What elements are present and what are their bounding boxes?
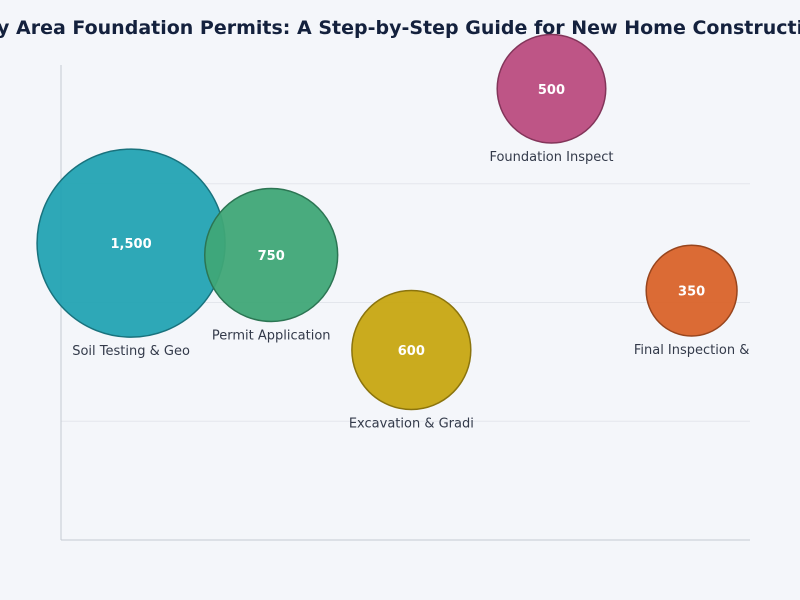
bubble xyxy=(351,289,472,411)
chart-title: Bay Area Foundation Permits: A Step-by-S… xyxy=(0,17,800,39)
bubble-category-label: Permit Application xyxy=(212,328,331,343)
bubble xyxy=(203,187,339,323)
bubble-value-label: 350 xyxy=(678,285,705,300)
bubble xyxy=(496,33,607,144)
bubble xyxy=(645,244,738,337)
bubble-category-label: Foundation Inspect xyxy=(489,150,613,165)
bubble-value-label: 1,500 xyxy=(111,237,152,252)
bubble-value-label: 500 xyxy=(538,83,565,98)
bubble-category-label: Final Inspection & xyxy=(634,343,750,358)
bubble-value-label: 600 xyxy=(398,344,425,359)
bubbles: 1,500 Soil Testing & Geo 750 Permit Applica… xyxy=(36,33,750,431)
bubble-category-label: Soil Testing & Geo xyxy=(72,344,190,359)
bubble-value-label: 750 xyxy=(258,249,285,264)
bubble-category-label: Excavation & Gradi xyxy=(349,416,474,431)
